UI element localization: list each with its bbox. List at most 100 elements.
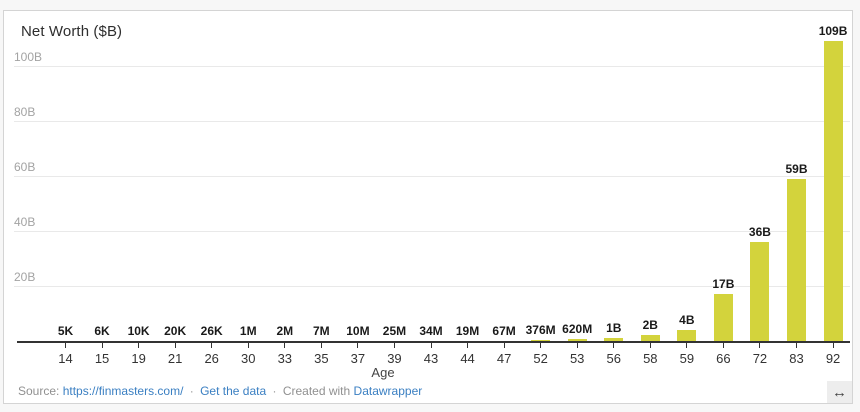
chart-card: Net Worth ($B) 20B 40B 60B 80B 100B 5K 14 6K 15 1… bbox=[3, 10, 853, 404]
source-link[interactable]: https://finmasters.com/ bbox=[62, 384, 184, 398]
x-axis-tick bbox=[430, 343, 432, 348]
x-axis-tick-label: 39 bbox=[387, 351, 402, 366]
x-axis-tick bbox=[832, 343, 834, 348]
bar-value-label: 109B bbox=[818, 24, 848, 38]
get-data-link[interactable]: Get the data bbox=[200, 384, 267, 398]
x-axis-baseline bbox=[17, 341, 850, 343]
bar-value-label: 19M bbox=[455, 324, 480, 338]
bar-value-label: 26K bbox=[200, 324, 223, 338]
datawrapper-link[interactable]: Datawrapper bbox=[353, 384, 423, 398]
x-axis-tick bbox=[649, 343, 651, 348]
plot-area: 20B 40B 60B 80B 100B 5K 14 6K 15 10K 19 20K 21 26K 26 1… bbox=[4, 11, 852, 403]
bar-value-label: 59B bbox=[785, 162, 808, 176]
footer: Source: https://finmasters.com/ · Get th… bbox=[18, 384, 422, 398]
x-axis-tick-label: 47 bbox=[496, 351, 512, 366]
x-axis-tick-label: 19 bbox=[131, 351, 146, 366]
resize-handle[interactable]: ↔ bbox=[827, 381, 852, 403]
bar-value-label: 1M bbox=[239, 324, 257, 338]
x-axis-tick-label: 43 bbox=[423, 351, 439, 366]
bar-value-label: 5K bbox=[57, 324, 74, 338]
bar[interactable] bbox=[640, 335, 660, 341]
source-label: Source: bbox=[18, 384, 60, 398]
y-axis-tick-label: 40B bbox=[14, 215, 36, 229]
x-axis-tick bbox=[393, 343, 395, 348]
footer-separator: · bbox=[272, 384, 277, 398]
bar-value-label: 4B bbox=[679, 313, 695, 327]
bar[interactable] bbox=[787, 179, 806, 341]
x-axis-tick bbox=[320, 343, 322, 348]
created-with-label: Created with bbox=[282, 384, 351, 398]
gridline bbox=[14, 66, 850, 67]
x-axis-tick-label: 72 bbox=[752, 351, 768, 366]
x-axis-tick bbox=[759, 343, 761, 348]
x-axis-tick-label: 21 bbox=[167, 351, 183, 366]
x-axis-tick bbox=[138, 343, 140, 348]
x-axis-tick bbox=[503, 343, 505, 348]
bar-value-label: 20K bbox=[164, 324, 187, 338]
gridline bbox=[14, 176, 850, 177]
bar-value-label: 2M bbox=[276, 324, 294, 338]
footer-separator: · bbox=[189, 384, 194, 398]
bar[interactable] bbox=[713, 294, 733, 341]
x-axis-tick-label: 26 bbox=[204, 351, 219, 366]
gridline bbox=[14, 286, 850, 287]
y-axis-tick-label: 60B bbox=[14, 160, 36, 174]
x-axis-tick bbox=[284, 343, 286, 348]
bar-value-label: 620M bbox=[562, 322, 593, 336]
y-axis-tick-label: 80B bbox=[14, 105, 36, 119]
x-axis-tick-label: 92 bbox=[825, 351, 841, 366]
x-axis-tick-label: 30 bbox=[241, 351, 256, 366]
bar-value-label: 34M bbox=[419, 324, 443, 338]
x-axis-tick-label: 44 bbox=[460, 351, 475, 366]
bar-value-label: 67M bbox=[492, 324, 516, 338]
x-axis-tick-label: 83 bbox=[789, 351, 804, 366]
x-axis-tick-label: 56 bbox=[606, 351, 621, 366]
x-axis-tick bbox=[467, 343, 469, 348]
x-axis-tick-label: 52 bbox=[533, 351, 548, 366]
x-axis-tick-label: 15 bbox=[94, 351, 110, 366]
x-axis-tick bbox=[101, 343, 103, 348]
y-axis-tick-label: 20B bbox=[14, 270, 36, 284]
bar[interactable] bbox=[531, 340, 551, 341]
resize-arrows-icon: ↔ bbox=[832, 383, 847, 401]
x-axis-tick-label: 53 bbox=[569, 351, 585, 366]
x-axis-tick-label: 59 bbox=[679, 351, 695, 366]
bar-value-label: 10M bbox=[346, 324, 370, 338]
bar[interactable] bbox=[750, 242, 770, 341]
x-axis-tick bbox=[686, 343, 688, 348]
bar-value-label: 36B bbox=[748, 225, 771, 239]
gridline bbox=[14, 121, 850, 122]
bar-value-label: 10K bbox=[127, 324, 150, 338]
bar[interactable] bbox=[604, 338, 624, 341]
x-axis-tick bbox=[613, 343, 615, 348]
bar-value-label: 376M bbox=[525, 323, 556, 337]
x-axis-tick bbox=[576, 343, 578, 348]
x-axis-tick bbox=[722, 343, 724, 348]
x-axis-tick-label: 14 bbox=[58, 351, 73, 366]
x-axis-tick-label: 58 bbox=[643, 351, 658, 366]
x-axis-tick-label: 33 bbox=[277, 351, 293, 366]
x-axis-tick bbox=[211, 343, 213, 348]
x-axis-tick bbox=[174, 343, 176, 348]
bar-value-label: 6K bbox=[94, 324, 110, 338]
chart-title: Net Worth ($B) bbox=[21, 23, 123, 40]
x-axis-tick bbox=[247, 343, 249, 348]
x-axis-tick bbox=[540, 343, 542, 348]
bar-value-label: 7M bbox=[313, 324, 330, 338]
bar[interactable] bbox=[823, 41, 843, 341]
bar[interactable] bbox=[567, 339, 587, 341]
bar-value-label: 2B bbox=[642, 318, 658, 332]
x-axis-tick-label: 66 bbox=[716, 351, 731, 366]
x-axis-tick bbox=[357, 343, 359, 348]
bar-value-label: 1B bbox=[606, 321, 622, 335]
bar[interactable] bbox=[677, 330, 697, 341]
bar-value-label: 17B bbox=[712, 277, 735, 291]
x-axis-tick-label: 37 bbox=[350, 351, 366, 366]
x-axis-tick bbox=[796, 343, 797, 348]
x-axis-tick-label: 35 bbox=[314, 351, 329, 366]
x-axis-title: Age bbox=[371, 365, 395, 380]
x-axis-tick bbox=[65, 343, 66, 348]
bar-value-label: 25M bbox=[382, 324, 407, 338]
gridline bbox=[14, 231, 850, 232]
y-axis-tick-label: 100B bbox=[14, 50, 43, 64]
